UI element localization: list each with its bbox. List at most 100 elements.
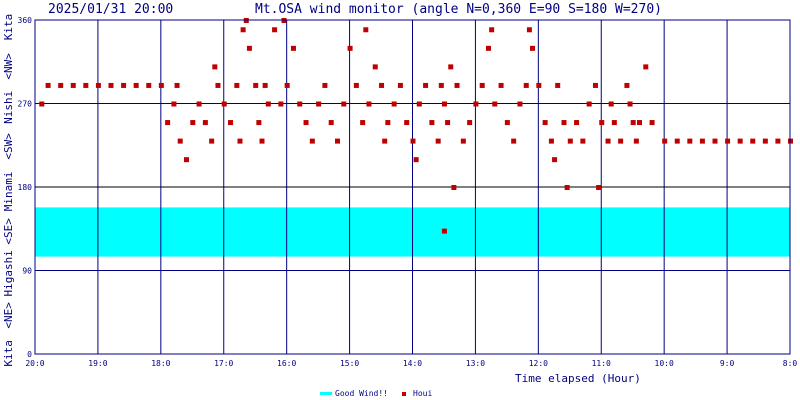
- data-point: [416, 101, 422, 107]
- data-point: [39, 101, 45, 107]
- legend-good-wind-label: Good Wind!!: [335, 389, 388, 398]
- data-point: [202, 120, 208, 126]
- x-tick-label: 9:0: [720, 359, 735, 368]
- data-point: [158, 82, 164, 88]
- y-word-ne: <NE>: [2, 302, 15, 329]
- data-point: [637, 120, 642, 126]
- y-word-nishi: Nishi: [2, 91, 15, 124]
- data-point: [133, 82, 139, 88]
- data-point: [410, 138, 416, 144]
- x-tick-label: 17:0: [214, 359, 233, 368]
- data-point: [240, 27, 246, 33]
- data-point: [624, 82, 630, 88]
- data-point: [385, 120, 391, 126]
- data-point: [712, 138, 718, 144]
- data-point: [592, 82, 598, 88]
- x-tick-labels: 20:0 19:0 18:0 17:0 16:0 15:0 14:0 13:0 12:0 11:0…: [25, 359, 797, 368]
- data-point: [526, 27, 532, 33]
- data-point: [479, 82, 485, 88]
- data-point: [413, 157, 419, 163]
- data-point: [372, 64, 378, 70]
- data-point: [391, 101, 397, 107]
- data-point: [397, 82, 403, 88]
- data-point: [460, 138, 466, 144]
- data-point: [215, 82, 221, 88]
- data-point: [486, 45, 491, 51]
- data-point: [618, 138, 624, 144]
- points-layer: [39, 18, 793, 234]
- data-point: [379, 82, 385, 88]
- y-tick-label: 270: [18, 100, 33, 109]
- data-point: [674, 138, 680, 144]
- data-point: [473, 101, 479, 107]
- chart-title: Mt.OSA wind monitor (angle N=0,360 E=90 …: [255, 2, 662, 17]
- y-tick-label: 180: [18, 183, 33, 192]
- data-point: [70, 82, 76, 88]
- data-point: [643, 64, 649, 70]
- data-point: [108, 82, 114, 88]
- y-word-se: <SE>: [2, 218, 15, 245]
- data-point: [451, 185, 457, 190]
- x-tick-label: 10:0: [655, 359, 674, 368]
- data-point: [608, 101, 614, 107]
- data-point: [121, 82, 127, 88]
- legend: Good Wind!! Houi: [320, 389, 432, 398]
- data-point: [517, 101, 523, 107]
- data-point: [504, 120, 510, 126]
- data-point: [574, 120, 580, 126]
- data-point: [536, 82, 542, 88]
- data-point: [45, 82, 51, 88]
- data-point: [775, 138, 781, 144]
- data-point: [234, 82, 240, 88]
- data-point: [542, 120, 548, 126]
- data-point: [322, 82, 328, 88]
- y-word-minami: Minami: [2, 171, 15, 211]
- data-point: [633, 138, 639, 144]
- plot-frame: [34, 19, 791, 355]
- data-point: [360, 120, 366, 126]
- data-point: [737, 138, 743, 144]
- data-point: [630, 120, 636, 126]
- data-point: [448, 64, 454, 70]
- data-point: [366, 101, 372, 107]
- data-point: [228, 120, 234, 126]
- data-point: [347, 45, 353, 51]
- data-point: [309, 138, 315, 144]
- data-point: [530, 45, 536, 51]
- data-point: [498, 82, 504, 88]
- data-point: [435, 138, 441, 144]
- data-point: [511, 138, 517, 144]
- data-point: [83, 82, 89, 88]
- x-tick-label: 20:0: [25, 359, 44, 368]
- y-tick-label: 360: [18, 16, 33, 25]
- data-point: [95, 82, 101, 88]
- data-point: [253, 82, 259, 88]
- data-point: [605, 138, 611, 144]
- data-point: [750, 138, 756, 144]
- x-axis-label: Time elapsed (Hour): [515, 372, 641, 385]
- data-point: [611, 120, 617, 126]
- x-tick-label: 18:0: [151, 359, 170, 368]
- data-point: [177, 138, 183, 144]
- data-point: [212, 64, 218, 70]
- data-point: [316, 101, 322, 107]
- data-point: [564, 185, 570, 190]
- data-point: [441, 228, 447, 234]
- y-word-nw: <NW>: [2, 53, 15, 80]
- x-tick-label: 16:0: [277, 359, 296, 368]
- grid-layer: [34, 19, 791, 355]
- data-point: [297, 101, 303, 107]
- data-point: [171, 101, 177, 107]
- data-point: [335, 138, 340, 144]
- data-point: [404, 120, 410, 126]
- data-point: [58, 82, 64, 88]
- data-point: [523, 82, 529, 88]
- data-point: [489, 27, 495, 33]
- data-point: [256, 120, 262, 126]
- data-point: [146, 82, 152, 88]
- y-word-kita-bottom: Kita: [2, 340, 15, 367]
- data-point: [174, 82, 180, 88]
- data-point: [548, 138, 554, 144]
- data-point: [445, 120, 451, 126]
- data-point: [423, 82, 429, 88]
